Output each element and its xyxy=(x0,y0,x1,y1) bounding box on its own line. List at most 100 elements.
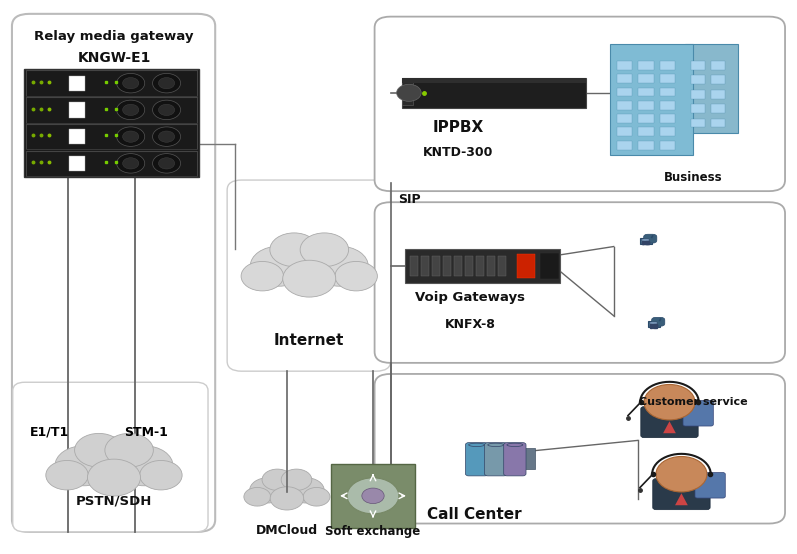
Text: Call Center: Call Center xyxy=(427,506,521,522)
Circle shape xyxy=(152,127,181,146)
Text: Customer service: Customer service xyxy=(639,397,748,407)
FancyBboxPatch shape xyxy=(504,443,526,476)
Circle shape xyxy=(300,233,348,266)
Bar xyxy=(498,256,506,276)
Bar xyxy=(711,104,724,113)
Bar xyxy=(660,88,675,96)
Circle shape xyxy=(303,488,330,506)
Bar xyxy=(617,61,632,70)
Bar xyxy=(465,256,473,276)
Circle shape xyxy=(270,487,304,510)
Circle shape xyxy=(283,260,336,297)
Bar xyxy=(26,124,197,150)
Bar xyxy=(660,114,675,123)
Bar xyxy=(650,322,658,324)
Polygon shape xyxy=(675,493,688,505)
Bar xyxy=(638,141,654,150)
Circle shape xyxy=(123,131,139,142)
Text: STM-1: STM-1 xyxy=(124,425,168,439)
Bar xyxy=(711,119,724,127)
FancyBboxPatch shape xyxy=(653,479,710,510)
Bar xyxy=(692,104,705,113)
Circle shape xyxy=(159,131,175,142)
Ellipse shape xyxy=(469,443,485,447)
Bar xyxy=(617,101,632,110)
FancyBboxPatch shape xyxy=(375,374,785,524)
FancyBboxPatch shape xyxy=(485,443,507,476)
Bar xyxy=(617,141,632,150)
Polygon shape xyxy=(641,238,652,244)
Circle shape xyxy=(241,261,284,291)
Ellipse shape xyxy=(488,443,504,447)
Bar xyxy=(660,74,675,83)
Text: KNFX-8: KNFX-8 xyxy=(445,317,496,331)
Circle shape xyxy=(123,158,139,169)
Circle shape xyxy=(262,469,292,490)
Circle shape xyxy=(311,246,368,286)
Text: Internet: Internet xyxy=(274,333,344,348)
Circle shape xyxy=(263,472,311,505)
FancyBboxPatch shape xyxy=(465,443,488,476)
Circle shape xyxy=(116,446,173,486)
Text: Relay media gateway: Relay media gateway xyxy=(34,29,194,43)
Bar xyxy=(26,97,197,122)
Bar xyxy=(402,80,414,105)
Bar xyxy=(638,127,654,136)
Polygon shape xyxy=(649,321,660,327)
Text: SIP: SIP xyxy=(398,193,421,206)
Bar xyxy=(711,90,724,99)
FancyBboxPatch shape xyxy=(695,473,725,498)
FancyBboxPatch shape xyxy=(69,156,85,171)
Bar xyxy=(516,254,536,278)
Circle shape xyxy=(152,100,181,120)
Circle shape xyxy=(249,478,286,503)
Text: PSTN/SDH: PSTN/SDH xyxy=(76,495,152,508)
Bar xyxy=(487,256,495,276)
FancyBboxPatch shape xyxy=(508,448,535,469)
FancyBboxPatch shape xyxy=(227,180,391,371)
Circle shape xyxy=(159,78,175,89)
Circle shape xyxy=(270,233,318,266)
Bar xyxy=(476,256,484,276)
Bar xyxy=(421,256,429,276)
Circle shape xyxy=(362,488,384,504)
Bar xyxy=(405,249,560,283)
Bar xyxy=(26,70,197,96)
Circle shape xyxy=(250,246,308,286)
Text: Business: Business xyxy=(664,171,723,184)
Circle shape xyxy=(656,456,707,492)
Bar xyxy=(642,239,650,240)
Text: IPPBX: IPPBX xyxy=(433,120,484,135)
Bar xyxy=(617,127,632,136)
FancyBboxPatch shape xyxy=(69,129,85,145)
Bar xyxy=(638,114,654,123)
Circle shape xyxy=(281,469,312,490)
Circle shape xyxy=(644,384,695,420)
Bar xyxy=(660,61,675,70)
Bar xyxy=(540,253,559,279)
Text: DMCloud: DMCloud xyxy=(256,524,318,537)
Bar xyxy=(26,151,197,176)
Circle shape xyxy=(77,437,151,490)
FancyBboxPatch shape xyxy=(641,407,698,438)
Bar xyxy=(692,61,705,70)
Bar xyxy=(711,75,724,84)
Text: KNTD-300: KNTD-300 xyxy=(423,146,493,159)
Text: KNGW-E1: KNGW-E1 xyxy=(77,51,151,65)
Bar xyxy=(660,127,675,136)
Circle shape xyxy=(152,74,181,93)
FancyBboxPatch shape xyxy=(375,202,785,363)
Circle shape xyxy=(116,153,145,173)
Bar xyxy=(617,114,632,123)
Bar xyxy=(692,75,705,84)
FancyBboxPatch shape xyxy=(69,76,85,91)
Circle shape xyxy=(244,488,271,506)
Bar xyxy=(638,74,654,83)
FancyBboxPatch shape xyxy=(331,464,415,528)
Circle shape xyxy=(335,261,378,291)
Circle shape xyxy=(152,153,181,173)
Bar xyxy=(685,44,738,133)
Circle shape xyxy=(271,237,347,290)
FancyBboxPatch shape xyxy=(652,317,665,326)
Bar xyxy=(638,61,654,70)
